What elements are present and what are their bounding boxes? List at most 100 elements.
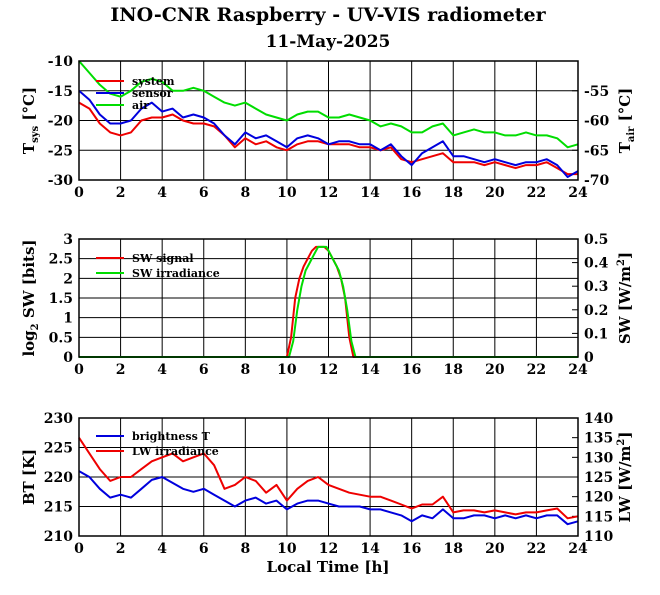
x-tick-label: 10 [277,185,297,201]
y2-axis-label: SW [W/m2] [616,252,634,344]
y-tick-label: -10 [48,54,74,70]
x-tick-label: 24 [568,185,588,201]
legend-label: SW signal [132,252,194,265]
x-tick-label: 20 [485,362,505,378]
y2-tick-label: 0.2 [584,303,608,319]
y-axis-label: BT [K] [20,449,38,505]
x-tick-label: 20 [485,185,505,201]
y-tick-label: 230 [44,411,73,427]
x-tick-label: 22 [527,541,546,557]
x-tick-label: 24 [568,541,588,557]
y2-tick-label: 120 [584,490,613,506]
y2-tick-label: -70 [584,173,610,189]
y-tick-label: 0 [63,350,73,366]
x-tick-label: 4 [157,185,167,201]
y-tick-label: 1 [63,311,73,327]
y2-tick-label: 135 [584,431,613,447]
y2-tick-label: 0 [584,350,594,366]
x-tick-label: 6 [199,362,209,378]
legend-label: SW irradiance [132,267,220,280]
series-line-brightness-T [78,470,579,526]
series-line-SW-irradiance [79,245,578,358]
y2-axis-label: LW [W/m2] [616,432,634,523]
x-axis-label: Local Time [h] [267,558,390,576]
y2-tick-label: 125 [584,470,613,486]
y-tick-label: 210 [44,529,73,545]
chart-panel-temperature: 0 2 4 6 8 10 12 14 16 18 20 22 24-30-25-20-15-10-70-… [20,54,637,201]
chart-panel-longwave: 0 2 4 6 8 10 12 14 16 18 20 22 242102152202252301101… [20,411,634,557]
x-tick-label: 14 [360,362,380,378]
y-tick-label: 3 [63,232,73,248]
x-tick-label: 10 [277,541,297,557]
y-tick-label: 0.5 [49,330,73,346]
y-tick-label: -30 [48,173,74,189]
x-tick-label: 8 [240,541,250,557]
x-tick-label: 12 [319,362,338,378]
legend-label: system [132,75,175,88]
y-tick-label: 215 [44,500,73,516]
y-tick-label: -25 [48,143,73,159]
panels: 0 2 4 6 8 10 12 14 16 18 20 22 24-30-25-20-15-10-70-… [20,54,637,557]
y2-tick-label: 115 [584,509,613,525]
x-tick-label: 6 [199,185,209,201]
x-tick-label: 2 [116,185,126,201]
legend-label: LW irradiance [132,445,219,458]
legend-label: sensor [132,87,173,100]
series-line-sensor [78,90,579,178]
x-tick-label: 18 [444,541,463,557]
x-tick-label: 10 [277,362,297,378]
y-axis-label: log2 SW [bits] [20,239,41,356]
y-tick-label: -20 [48,114,74,130]
plot-frame [78,238,579,358]
y2-tick-label: -55 [584,84,609,100]
x-tick-label: 24 [568,362,588,378]
x-tick-label: 12 [319,541,338,557]
legend-label: air [132,99,149,112]
x-tick-label: 22 [527,185,546,201]
plot-frame [78,60,579,181]
y-tick-label: 2.5 [49,252,73,268]
x-tick-label: 0 [74,541,84,557]
y-tick-label: 220 [44,470,73,486]
legend-label: brightness T [132,430,211,443]
y-tick-label: 225 [44,441,73,457]
x-tick-label: 0 [74,185,84,201]
y2-tick-label: 110 [584,529,613,545]
x-tick-label: 14 [360,541,380,557]
y2-tick-label: 140 [584,411,613,427]
y-tick-label: 2 [63,271,73,287]
x-tick-label: 18 [444,185,463,201]
y2-tick-label: 130 [584,450,613,466]
x-tick-label: 2 [116,541,126,557]
y-axis-label: Tsys [°C] [20,87,41,154]
x-tick-label: 4 [157,362,167,378]
plot-frame [78,417,579,537]
y2-tick-label: 0.4 [584,256,609,272]
x-tick-label: 16 [402,362,421,378]
x-tick-label: 14 [360,185,380,201]
x-tick-label: 12 [319,185,338,201]
x-tick-label: 4 [157,541,167,557]
x-tick-label: 8 [240,185,250,201]
chart-panel-shortwave: 0 2 4 6 8 10 12 14 16 18 20 22 2400.511.522.5300.10.… [20,232,634,378]
series-line-LW-irradiance [78,437,579,520]
y-tick-label: 1.5 [49,291,73,307]
y2-tick-label: -60 [584,114,610,130]
y2-tick-label: 0.1 [584,326,608,342]
x-tick-label: 2 [116,362,126,378]
x-tick-label: 0 [74,362,84,378]
x-tick-label: 18 [444,362,463,378]
x-tick-label: 22 [527,362,546,378]
x-tick-label: 16 [402,541,421,557]
y2-axis-label: Tair [°C] [616,88,637,154]
x-tick-label: 16 [402,185,421,201]
y2-tick-label: -65 [584,143,609,159]
x-tick-label: 6 [199,541,209,557]
y-tick-label: -15 [48,84,73,100]
figure-date: 11-May-2025 [266,32,391,52]
x-tick-label: 8 [240,362,250,378]
figure-title: INO-CNR Raspberry - UV-VIS radiometer [110,4,546,26]
x-tick-label: 20 [485,541,505,557]
y2-tick-label: 0.3 [584,279,608,295]
